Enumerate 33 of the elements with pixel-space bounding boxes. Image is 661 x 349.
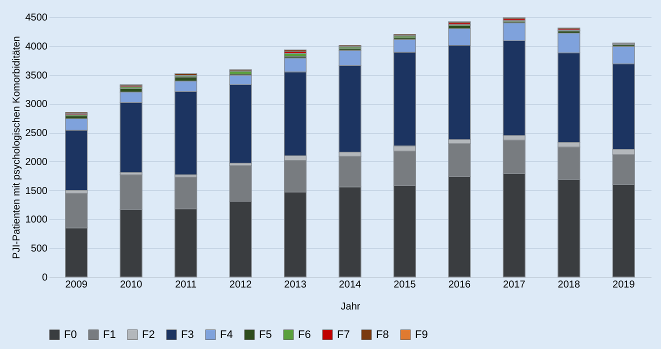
y-tick-label: 500 — [30, 244, 48, 255]
x-axis-title: Jahr — [340, 302, 361, 312]
x-tick-label: 2009 — [65, 280, 88, 290]
x-tick-label: 2010 — [120, 280, 143, 290]
y-tick-label: 2000 — [25, 156, 48, 168]
y-tick-label: 4500 — [25, 12, 48, 24]
legend-label: F4 — [220, 328, 233, 341]
legend-label: F2 — [142, 328, 155, 341]
y-tick-label: 4000 — [25, 41, 48, 52]
y-tick-label: 3500 — [25, 70, 48, 82]
y-tick-label: 3000 — [25, 99, 48, 110]
legend-label: F7 — [337, 328, 350, 341]
legend-label: F1 — [103, 328, 116, 341]
y-tick-label: 1500 — [25, 186, 48, 197]
x-tick-label: 2015 — [394, 280, 416, 290]
y-tick-label: 1000 — [25, 214, 48, 226]
x-tick-label: 2016 — [448, 280, 472, 290]
x-tick-label: 2014 — [338, 280, 362, 290]
legend-label: F0 — [64, 328, 77, 341]
x-tick-label: 2012 — [229, 280, 252, 290]
y-tick-label: 0 — [42, 272, 48, 284]
x-tick-label: 2018 — [558, 280, 580, 290]
legend-label: F6 — [298, 328, 311, 341]
legend-label: F5 — [259, 328, 272, 341]
x-tick-label: 2013 — [284, 280, 307, 290]
legend-label: F9 — [415, 328, 428, 341]
y-tick-label: 2500 — [25, 128, 48, 140]
legend-label: F8 — [376, 328, 389, 341]
x-tick-label: 2017 — [503, 280, 526, 290]
x-tick-label: 2019 — [612, 280, 636, 290]
legend-label: F3 — [181, 328, 194, 341]
y-axis-title: PJI-Patienten mit psychologischen Komorbiditäten — [11, 36, 22, 259]
x-tick-label: 2011 — [175, 280, 198, 290]
